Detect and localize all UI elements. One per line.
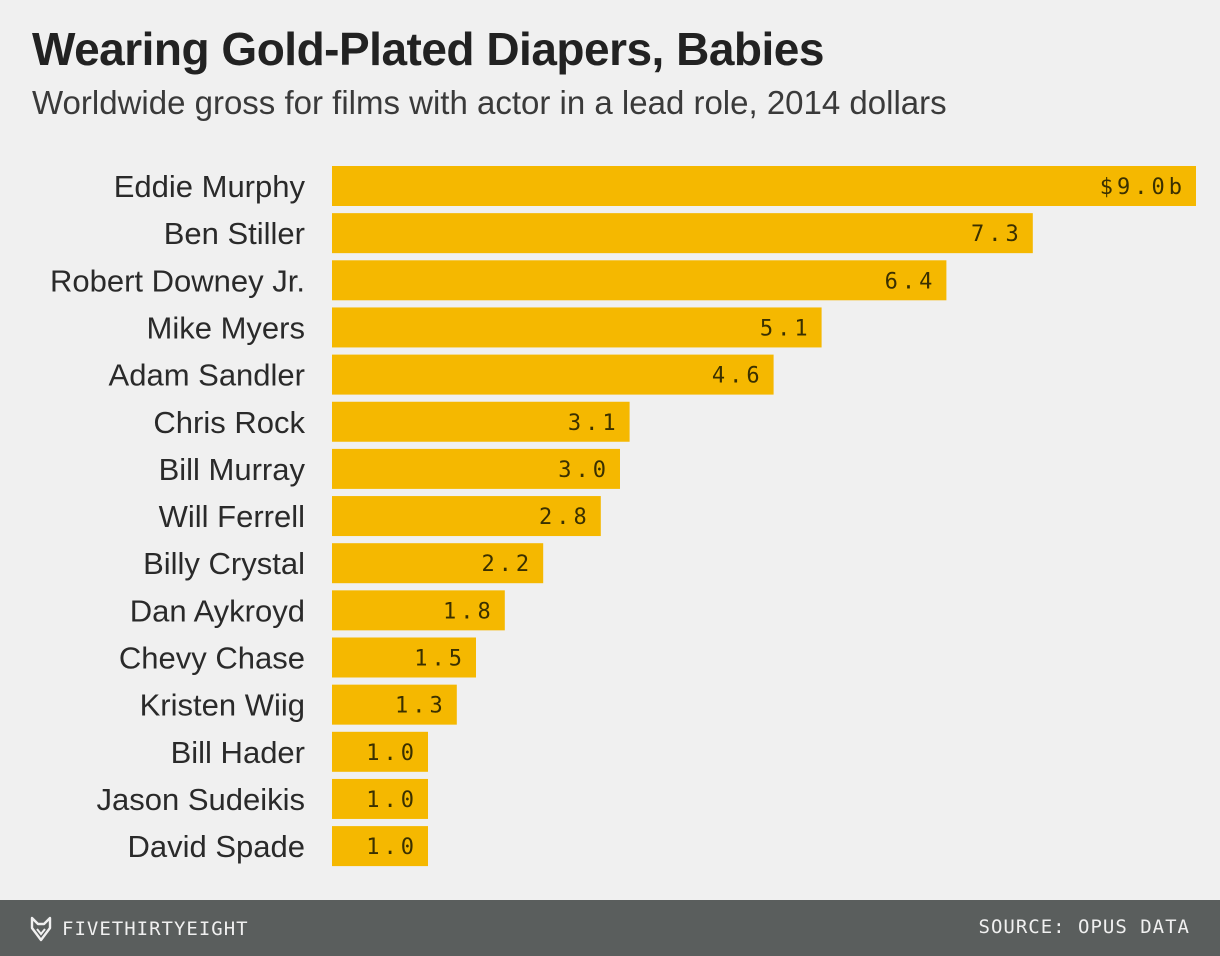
category-label-will-ferrell: Will Ferrell bbox=[159, 499, 305, 534]
category-label-chevy-chase: Chevy Chase bbox=[119, 641, 305, 676]
bar-dan-aykroyd bbox=[332, 590, 505, 631]
bar-ben-stiller bbox=[332, 213, 1033, 254]
category-label-ben-stiller: Ben Stiller bbox=[164, 216, 305, 251]
source-note: SOURCE: OPUS DATA bbox=[978, 916, 1190, 938]
bar-david-spade bbox=[332, 826, 428, 867]
bar-chart: Eddie Murphy $9.0b Ben Stiller 7.3 Robert Do… bbox=[50, 166, 1196, 867]
brand: FIVETHIRTYEIGHT bbox=[30, 916, 249, 942]
bar-mike-myers bbox=[332, 307, 822, 348]
value-label-mike-myers: 5.1 bbox=[760, 316, 812, 341]
bar-kristen-wiig bbox=[332, 684, 457, 725]
value-label-will-ferrell: 2.8 bbox=[539, 505, 591, 530]
value-label-adam-sandler: 4.6 bbox=[712, 364, 764, 389]
category-label-bill-hader: Bill Hader bbox=[171, 735, 305, 770]
value-label-eddie-murphy: $9.0b bbox=[1100, 175, 1186, 200]
value-label-bill-murray: 3.0 bbox=[558, 458, 610, 483]
category-label-mike-myers: Mike Myers bbox=[147, 310, 305, 345]
value-label-kristen-wiig: 1.3 bbox=[395, 694, 447, 719]
category-label-adam-sandler: Adam Sandler bbox=[109, 358, 305, 393]
bar-chevy-chase bbox=[332, 637, 476, 678]
chart-title: Wearing Gold-Plated Diapers, Babies bbox=[32, 23, 824, 75]
value-label-chris-rock: 3.1 bbox=[568, 411, 620, 436]
bar-billy-crystal bbox=[332, 543, 544, 584]
value-label-billy-crystal: 2.2 bbox=[481, 552, 533, 577]
value-label-bill-hader: 1.0 bbox=[366, 741, 418, 766]
category-label-robert-downey-jr: Robert Downey Jr. bbox=[50, 263, 305, 298]
value-label-ben-stiller: 7.3 bbox=[971, 222, 1023, 247]
category-label-billy-crystal: Billy Crystal bbox=[143, 546, 305, 581]
bar-adam-sandler bbox=[332, 354, 774, 395]
value-label-dan-aykroyd: 1.8 bbox=[443, 599, 495, 624]
bar-robert-downey-jr bbox=[332, 260, 947, 301]
bar-bill-hader bbox=[332, 731, 428, 772]
bar-jason-sudeikis bbox=[332, 778, 428, 819]
category-label-chris-rock: Chris Rock bbox=[153, 405, 305, 440]
category-label-bill-murray: Bill Murray bbox=[159, 452, 306, 487]
value-label-jason-sudeikis: 1.0 bbox=[366, 788, 418, 813]
chart-subtitle: Worldwide gross for films with actor in … bbox=[32, 84, 947, 121]
value-label-david-spade: 1.0 bbox=[366, 835, 418, 860]
brand-name: FIVETHIRTYEIGHT bbox=[62, 918, 249, 940]
category-label-kristen-wiig: Kristen Wiig bbox=[140, 688, 305, 723]
bar-will-ferrell bbox=[332, 496, 601, 537]
value-label-robert-downey-jr: 6.4 bbox=[885, 269, 937, 294]
bar-bill-murray bbox=[332, 448, 620, 489]
category-label-jason-sudeikis: Jason Sudeikis bbox=[96, 782, 305, 817]
category-label-dan-aykroyd: Dan Aykroyd bbox=[130, 593, 305, 628]
category-label-eddie-murphy: Eddie Murphy bbox=[114, 169, 306, 204]
footer: FIVETHIRTYEIGHT SOURCE: OPUS DATA bbox=[0, 900, 1220, 956]
value-label-chevy-chase: 1.5 bbox=[414, 647, 466, 672]
bar-eddie-murphy bbox=[332, 166, 1196, 206]
fox-icon bbox=[30, 916, 52, 942]
bar-chris-rock bbox=[332, 401, 630, 442]
category-label-david-spade: David Spade bbox=[127, 829, 305, 864]
